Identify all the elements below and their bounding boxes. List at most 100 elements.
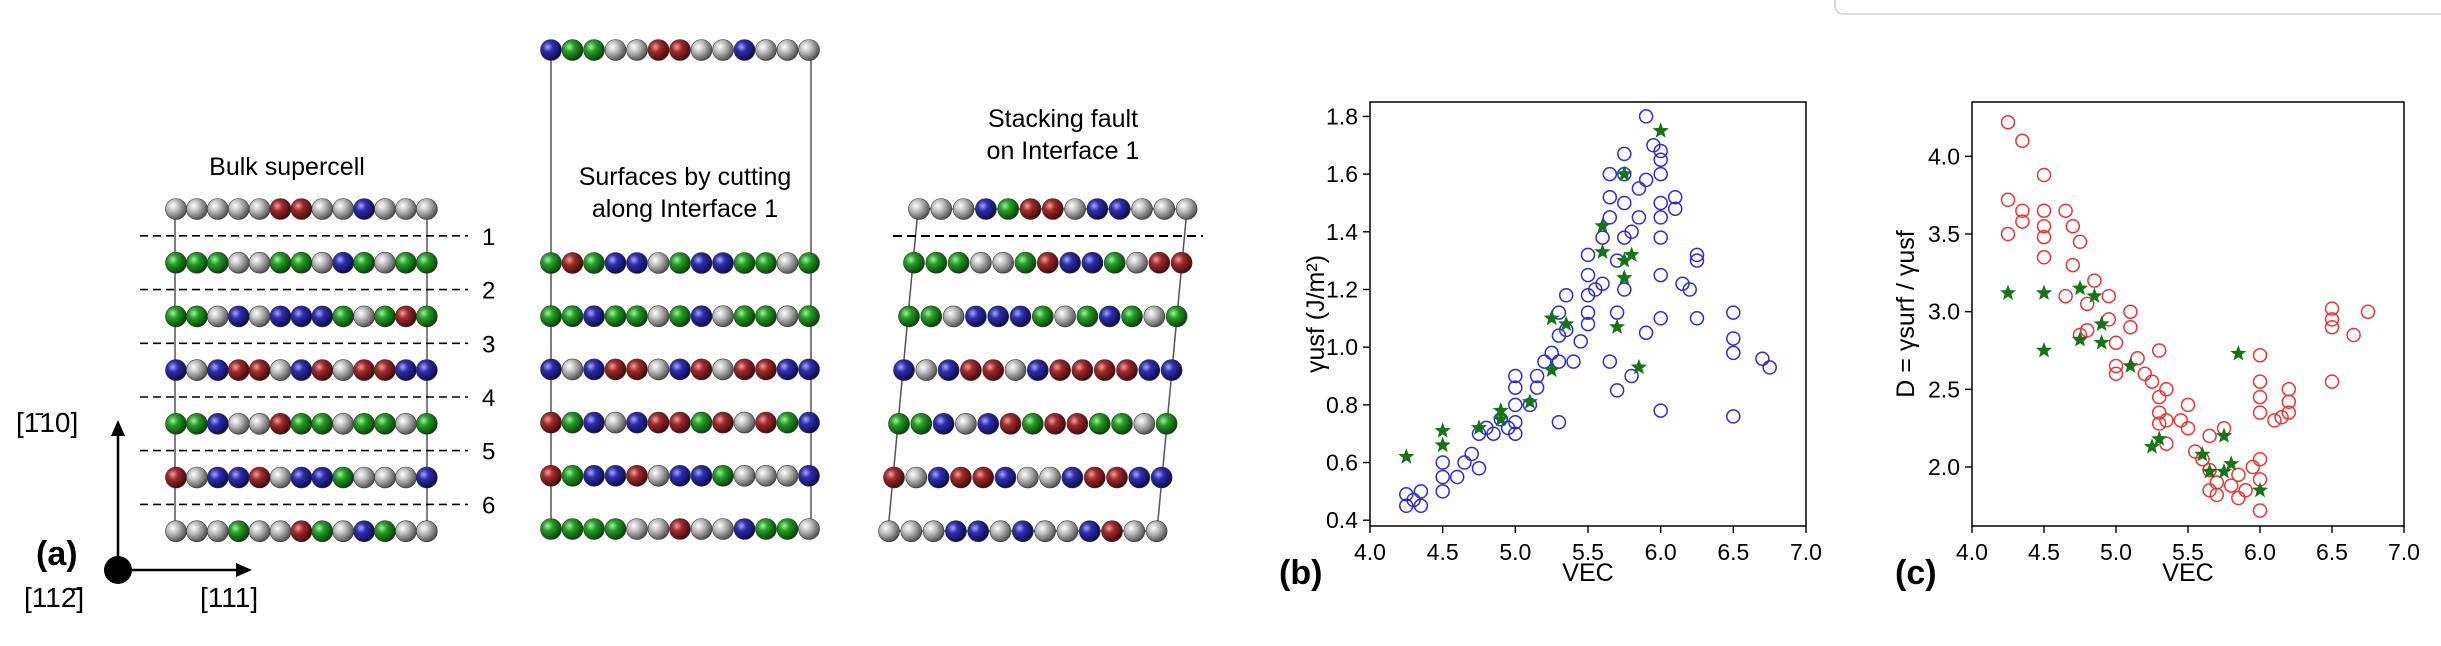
circle-data-point bbox=[1595, 276, 1610, 291]
blue-atom bbox=[227, 305, 250, 328]
x-tick-label: 5.0 bbox=[2100, 539, 2132, 565]
green-atom bbox=[165, 305, 187, 328]
red-atom bbox=[1148, 251, 1171, 274]
gray-atom bbox=[374, 251, 396, 274]
red-atom bbox=[1083, 466, 1106, 489]
circle-data-point bbox=[1609, 305, 1625, 320]
gray-atom bbox=[970, 251, 992, 274]
circle-data-point bbox=[1638, 109, 1654, 124]
bulk-supercell: 1 2 3 4 5 6 bbox=[140, 198, 495, 543]
gray-atom bbox=[332, 520, 355, 543]
blue-atom bbox=[798, 464, 820, 487]
gray-atom bbox=[207, 520, 229, 543]
gray-atom bbox=[395, 466, 417, 489]
atom-row bbox=[540, 252, 820, 274]
blue-atom bbox=[269, 305, 292, 328]
x-tick-label: 4.0 bbox=[1956, 539, 1988, 565]
green-atom bbox=[269, 251, 292, 274]
gray-atom bbox=[712, 358, 734, 381]
blue-atom bbox=[1078, 520, 1101, 543]
green-atom bbox=[415, 251, 438, 274]
gray-atom bbox=[1039, 466, 1061, 489]
green-atom bbox=[669, 252, 691, 274]
star-data-point bbox=[1609, 318, 1626, 334]
green-atom bbox=[540, 305, 562, 328]
red-atom bbox=[647, 39, 670, 61]
blue-atom bbox=[1108, 198, 1131, 220]
circle-data-point bbox=[1667, 189, 1683, 205]
green-atom bbox=[910, 412, 933, 435]
blue-atom bbox=[415, 359, 438, 381]
circle-data-point bbox=[2151, 389, 2167, 405]
circle-data-point bbox=[2252, 503, 2268, 518]
green-atom bbox=[947, 251, 970, 274]
red-atom bbox=[999, 412, 1022, 435]
blue-atom bbox=[1059, 251, 1081, 274]
red-atom bbox=[1019, 198, 1042, 220]
gray-atom bbox=[248, 305, 271, 328]
circle-data-point bbox=[2065, 218, 2081, 234]
star-data-point bbox=[1594, 243, 1611, 259]
circle-data-point bbox=[2130, 351, 2145, 366]
gray-atom bbox=[647, 464, 670, 487]
gray-atom bbox=[227, 198, 250, 220]
atom-row bbox=[908, 198, 1198, 220]
red-atom bbox=[540, 411, 562, 434]
blue-atom bbox=[733, 39, 756, 61]
crystal-axes: [1̄10] [111] [112̄] (a) bbox=[16, 407, 258, 613]
circle-data-point bbox=[2151, 343, 2167, 358]
red-atom bbox=[950, 466, 972, 489]
red-atom bbox=[227, 359, 250, 381]
atom-row bbox=[540, 411, 820, 434]
circle-data-point bbox=[1624, 368, 1639, 384]
red-atom bbox=[311, 359, 334, 381]
gray-atom bbox=[626, 518, 648, 540]
circle-data-point bbox=[1653, 311, 1668, 326]
bulk-supercell-title: Bulk supercell bbox=[209, 153, 365, 181]
chart-b-points bbox=[1398, 109, 1777, 514]
chart-c-plot-area bbox=[1971, 101, 2405, 527]
blue-atom bbox=[626, 411, 648, 434]
gray-atom bbox=[992, 251, 1015, 274]
blue-atom bbox=[1027, 359, 1049, 381]
blue-atom bbox=[975, 198, 997, 220]
gray-atom bbox=[878, 520, 900, 543]
circle-data-point bbox=[1529, 368, 1545, 384]
circle-data-point bbox=[1413, 498, 1429, 514]
gray-atom bbox=[798, 518, 820, 540]
atom-row bbox=[165, 198, 438, 220]
star-data-point bbox=[1999, 284, 2017, 300]
red-atom bbox=[883, 466, 905, 489]
atom-row bbox=[893, 359, 1183, 381]
circle-data-point bbox=[1682, 282, 1697, 297]
circle-data-point bbox=[1689, 253, 1705, 268]
x-tick-label: 6.0 bbox=[1645, 539, 1677, 565]
gray-atom bbox=[207, 198, 229, 220]
blue-atom bbox=[977, 412, 1000, 435]
circle-data-point bbox=[2252, 451, 2268, 467]
gray-atom bbox=[165, 198, 187, 220]
gray-atom bbox=[1175, 198, 1198, 220]
green-atom bbox=[733, 252, 756, 274]
circle-data-point bbox=[2346, 327, 2361, 343]
green-atom bbox=[669, 305, 691, 328]
gray-atom bbox=[561, 358, 584, 381]
blue-atom bbox=[415, 466, 438, 489]
circle-data-point bbox=[2223, 478, 2239, 493]
red-atom bbox=[540, 464, 562, 487]
blue-atom bbox=[311, 466, 334, 489]
red-atom bbox=[1037, 251, 1059, 274]
red-atom bbox=[269, 412, 292, 435]
gray-atom bbox=[269, 359, 292, 381]
gray-atom bbox=[712, 39, 734, 61]
blue-atom bbox=[290, 466, 313, 489]
blue-atom bbox=[207, 412, 229, 435]
green-atom bbox=[712, 464, 734, 487]
blue-atom bbox=[798, 358, 820, 381]
circle-data-point bbox=[1529, 380, 1545, 395]
circle-data-point bbox=[1653, 143, 1668, 159]
gray-atom bbox=[952, 198, 975, 220]
chart-c-x-axis-label: VEC bbox=[2162, 559, 2213, 587]
green-atom bbox=[798, 305, 820, 328]
circle-data-point bbox=[2123, 319, 2138, 335]
